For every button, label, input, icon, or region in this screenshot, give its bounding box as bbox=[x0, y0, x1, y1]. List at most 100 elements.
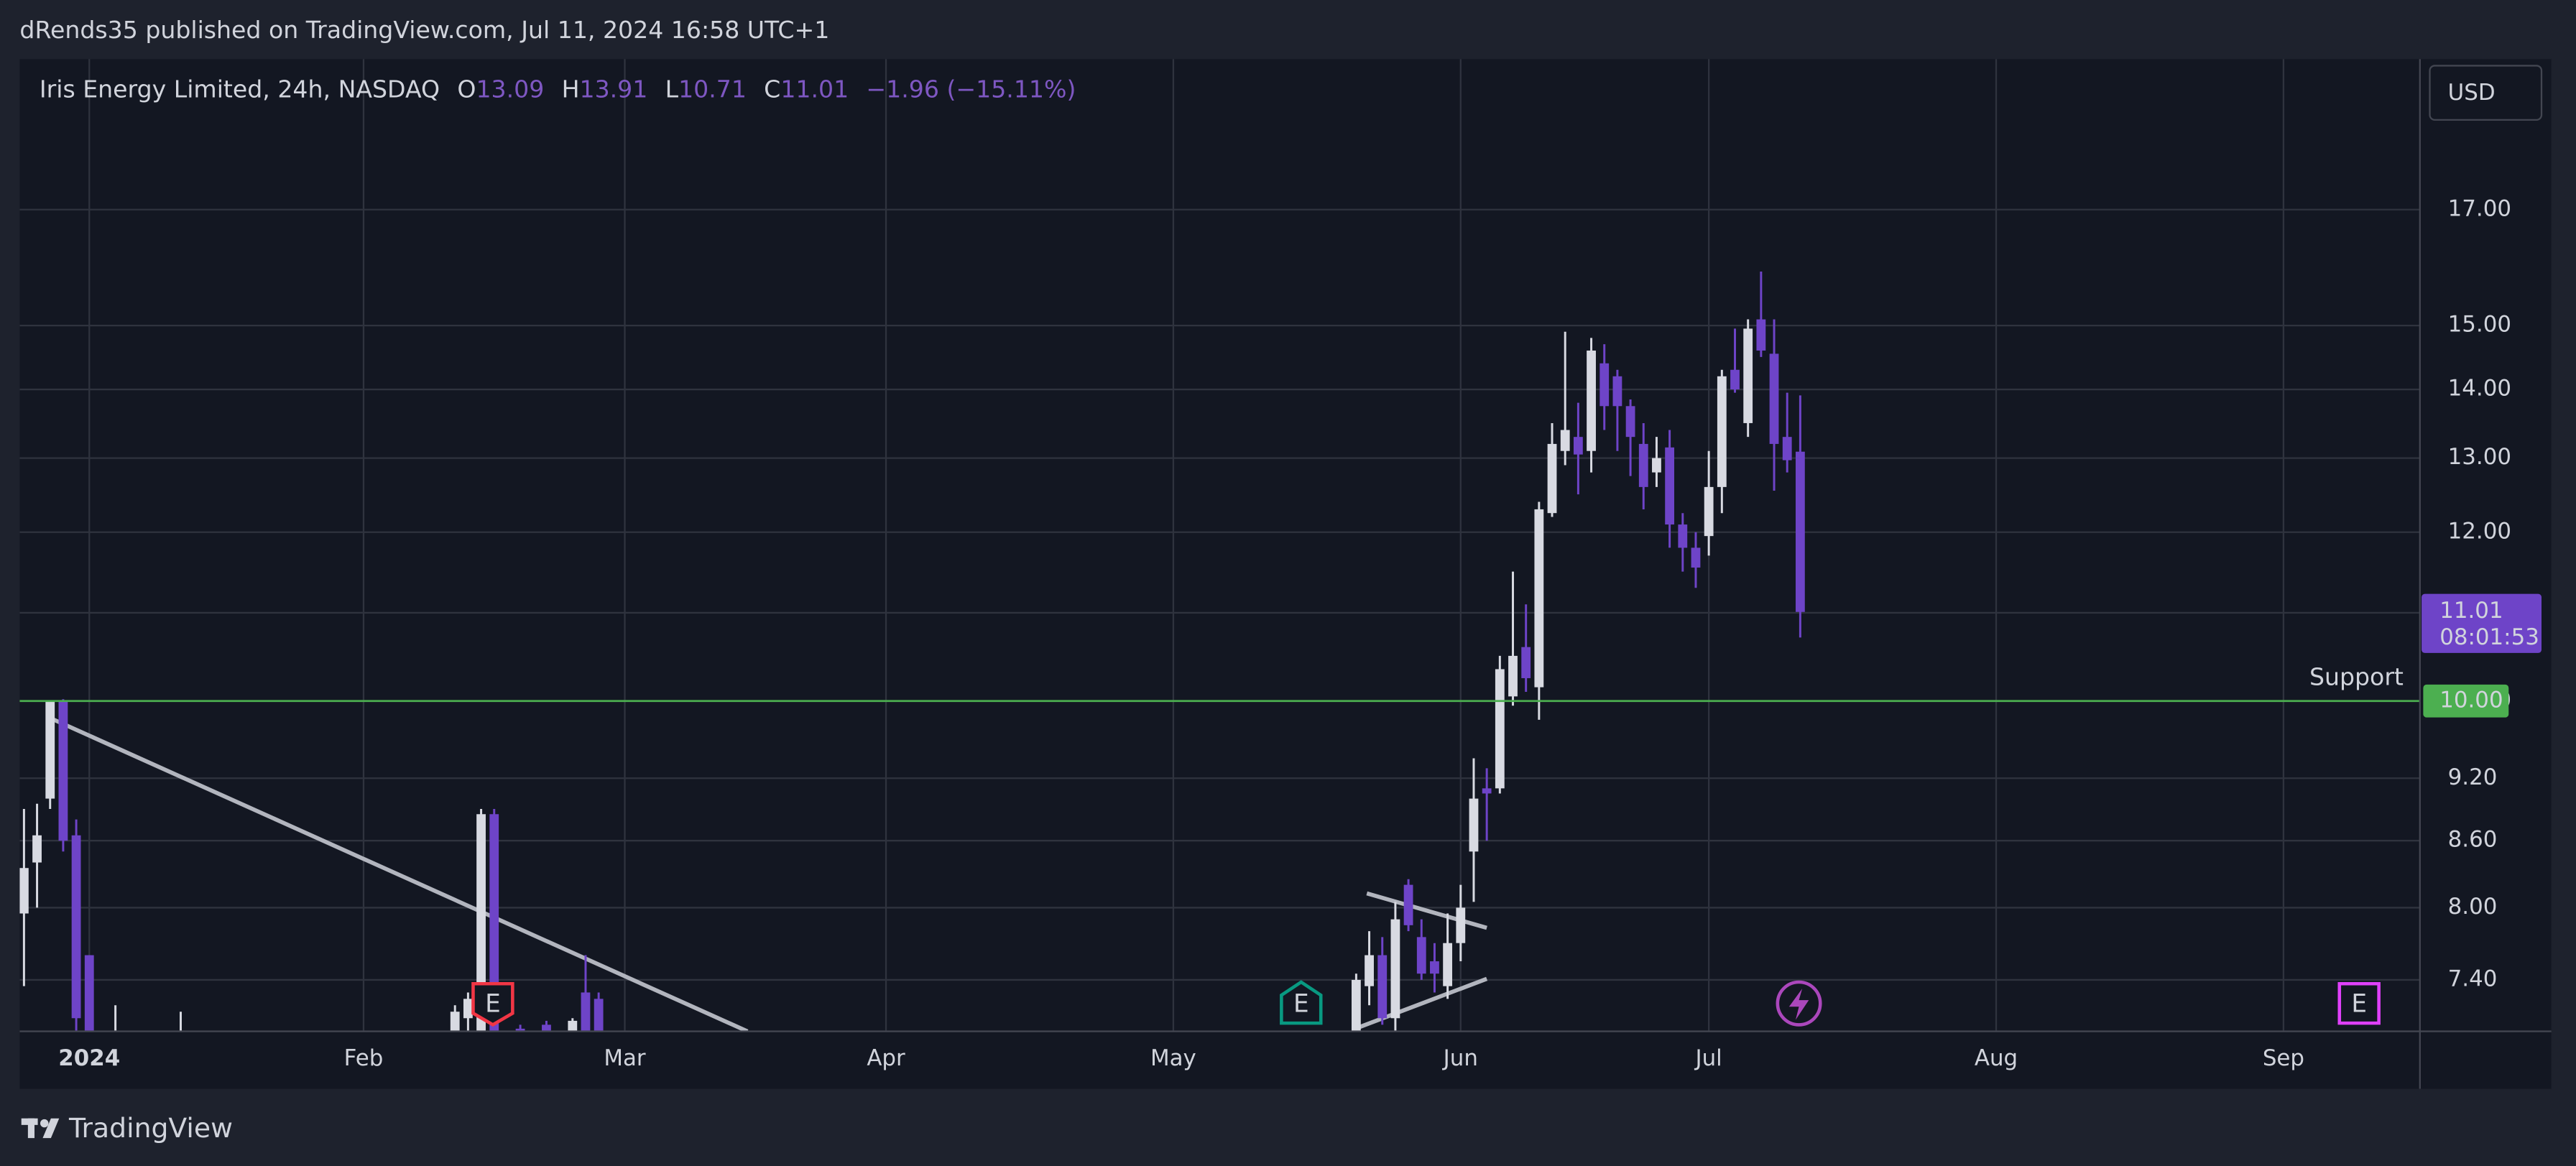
candle-body bbox=[1795, 451, 1805, 612]
event-label: E bbox=[485, 989, 501, 1018]
x-tick-label: Aug bbox=[1975, 1045, 2018, 1071]
candle-body bbox=[1508, 655, 1518, 697]
event-marker bbox=[1280, 980, 1323, 1025]
candle-body bbox=[1365, 955, 1374, 986]
last-price-tag bbox=[2422, 593, 2542, 653]
candle-body bbox=[1691, 547, 1701, 568]
logo-part bbox=[42, 1118, 60, 1139]
candle-body bbox=[1416, 937, 1426, 974]
x-tick-label: Feb bbox=[344, 1045, 384, 1071]
candle-body bbox=[1743, 328, 1753, 423]
candle-body bbox=[1469, 798, 1479, 852]
brand-logo bbox=[21, 1118, 60, 1139]
y-tick-label: 8.60 bbox=[2448, 827, 2498, 853]
candles bbox=[19, 272, 1805, 1032]
candle-body bbox=[1456, 907, 1466, 943]
candle-body bbox=[1730, 369, 1740, 390]
y-tick-label: 13.00 bbox=[2448, 444, 2511, 470]
candle-body bbox=[1351, 979, 1361, 1032]
candle-body bbox=[489, 814, 499, 1032]
candle-body bbox=[1521, 647, 1531, 678]
x-tick-label: 2024 bbox=[58, 1045, 120, 1071]
candle-body bbox=[515, 1028, 525, 1032]
candle-body bbox=[1756, 319, 1766, 351]
legend-label: C bbox=[764, 75, 780, 103]
brand: TradingView bbox=[68, 1112, 233, 1144]
candle-body bbox=[1717, 376, 1727, 487]
x-tick-label: Mar bbox=[604, 1045, 646, 1071]
triangle-upper bbox=[1366, 891, 1487, 930]
candle-body bbox=[1547, 443, 1557, 514]
trend-line bbox=[48, 716, 749, 1032]
candle-body bbox=[476, 814, 486, 1032]
candle-body bbox=[1430, 961, 1439, 974]
candle-body bbox=[1390, 919, 1400, 1019]
candle-body bbox=[1665, 447, 1675, 525]
y-tick-label: 8.00 bbox=[2448, 894, 2498, 920]
candle-body bbox=[1377, 955, 1388, 1019]
candle-body bbox=[32, 835, 42, 863]
publisher-line: dRends35 published on TradingView.com, J… bbox=[19, 16, 829, 44]
candle-body bbox=[19, 868, 29, 914]
legend: Iris Energy Limited, 24h, NASDAQ O13.09 … bbox=[40, 75, 1076, 103]
x-tick-label: Jun bbox=[1442, 1045, 1478, 1071]
countdown: 08:01:53 bbox=[2439, 624, 2539, 650]
candle-body bbox=[568, 1020, 578, 1032]
event-marker bbox=[2337, 981, 2381, 1025]
candle-body bbox=[84, 955, 94, 1032]
candle-body bbox=[1612, 376, 1622, 407]
currency-box[interactable] bbox=[2429, 65, 2543, 121]
support-value: 10.00 bbox=[2439, 687, 2503, 713]
legend-value: 13.09 bbox=[476, 75, 544, 103]
support-label: Support bbox=[2309, 662, 2404, 690]
legend-title: Iris Energy Limited, 24h, NASDAQ bbox=[40, 75, 440, 103]
logo-part bbox=[40, 1119, 49, 1128]
lightning-icon bbox=[1788, 989, 1809, 1020]
candle-body bbox=[594, 999, 604, 1032]
candle-body bbox=[1403, 884, 1413, 925]
y-tick-label: 17.00 bbox=[2448, 195, 2511, 221]
drawings bbox=[48, 716, 1488, 1032]
candle-body bbox=[1534, 509, 1544, 688]
candle-body bbox=[581, 992, 591, 1032]
legend-change: −1.96 (−15.11%) bbox=[866, 75, 1076, 103]
candle-body bbox=[450, 1012, 460, 1032]
candle-body bbox=[1678, 524, 1688, 548]
legend-value: 10.71 bbox=[678, 75, 747, 103]
candle-body bbox=[45, 700, 55, 799]
legend-value: 11.01 bbox=[780, 75, 849, 103]
candle-body bbox=[1587, 350, 1596, 451]
y-tick-label: 12.00 bbox=[2448, 518, 2511, 544]
candle-body bbox=[58, 700, 68, 841]
y-tick-label: 9.20 bbox=[2448, 764, 2498, 790]
legend-label: L bbox=[665, 75, 679, 103]
event-label: E bbox=[1293, 989, 1309, 1018]
candle-body bbox=[1560, 430, 1570, 451]
candle-body bbox=[1482, 788, 1492, 794]
y-tick-label: 7.40 bbox=[2448, 966, 2498, 991]
candle-body bbox=[1782, 437, 1792, 461]
legend-label: O bbox=[457, 75, 476, 103]
legend-label: H bbox=[562, 75, 580, 103]
candle-body bbox=[1495, 669, 1505, 789]
x-tick-label: Jul bbox=[1694, 1045, 1722, 1071]
candle-body bbox=[1638, 443, 1648, 487]
chart-panel bbox=[19, 59, 2552, 1089]
candle-body bbox=[1443, 943, 1453, 986]
event-marker bbox=[471, 981, 514, 1027]
y-tick-label: 14.00 bbox=[2448, 376, 2511, 402]
x-tick-label: May bbox=[1150, 1045, 1196, 1071]
logo-part bbox=[27, 1118, 35, 1139]
candle-body bbox=[1599, 363, 1610, 407]
currency: USD bbox=[2448, 80, 2496, 106]
candle-body bbox=[1573, 437, 1583, 455]
x-tick-label: Sep bbox=[2263, 1045, 2304, 1071]
legend-value: 13.91 bbox=[580, 75, 648, 103]
support-tag bbox=[2423, 684, 2509, 718]
candle-body bbox=[1652, 458, 1661, 473]
candle-body bbox=[542, 1024, 551, 1032]
candle-body bbox=[463, 999, 473, 1019]
candle-body bbox=[1769, 353, 1779, 444]
